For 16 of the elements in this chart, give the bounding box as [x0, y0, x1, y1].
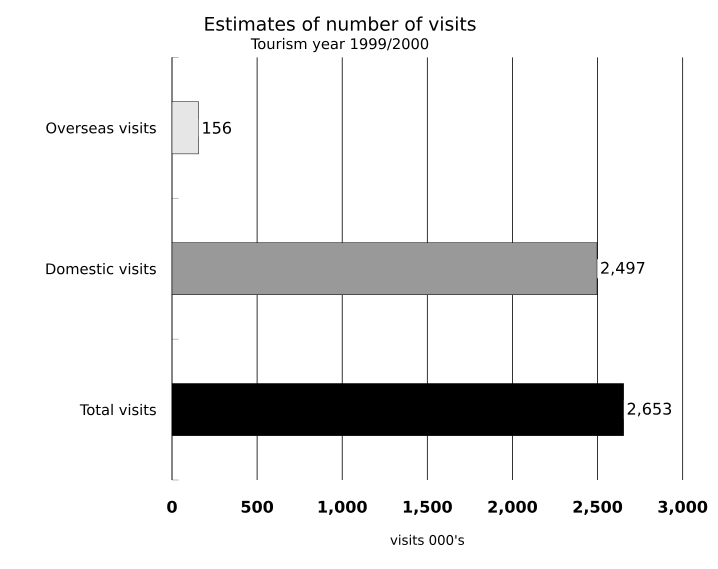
- x-tick-label: 3,000: [658, 500, 708, 515]
- data-label: 2,497: [601, 262, 644, 276]
- data-label: 156: [203, 122, 232, 134]
- y-tick-label: Overseas visits: [46, 122, 156, 134]
- x-axis-title: visits 000's: [390, 534, 464, 545]
- x-tick-label: 2,000: [488, 500, 537, 515]
- chart-subtitle: Tourism year 1999/2000: [250, 38, 428, 52]
- x-tick-label: 1,500: [404, 500, 452, 515]
- x-tick-label: 1,000: [318, 500, 367, 515]
- y-tick-label: Domestic visits: [46, 262, 156, 274]
- y-tick-label: Total visits: [80, 404, 156, 416]
- chart-title: Estimates of number of visits: [205, 16, 476, 31]
- x-tick-label: 500: [242, 500, 274, 513]
- x-tick-label: 0: [167, 500, 177, 513]
- data-label: 2,653: [628, 402, 672, 416]
- x-tick-label: 2,500: [574, 500, 622, 515]
